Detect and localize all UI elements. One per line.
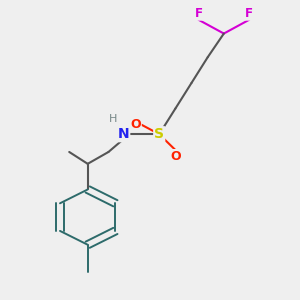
Text: H: H (109, 114, 118, 124)
Text: N: N (118, 127, 129, 141)
Text: F: F (245, 7, 253, 20)
Text: O: O (170, 150, 181, 163)
Text: F: F (194, 7, 202, 20)
Text: S: S (154, 127, 164, 141)
Text: O: O (130, 118, 141, 131)
